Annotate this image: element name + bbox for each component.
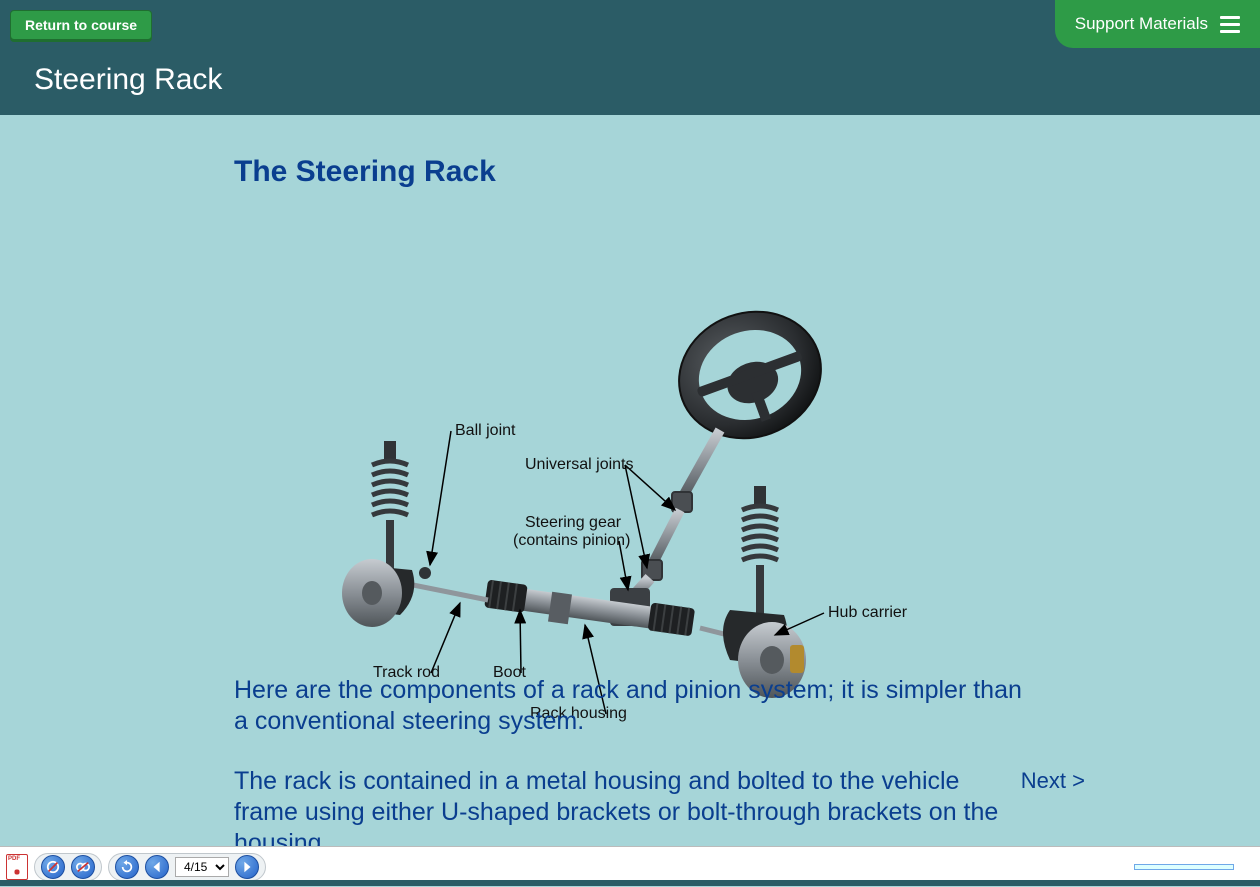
page-select[interactable]: 4/15 xyxy=(175,857,229,877)
thumbnail-view-button[interactable] xyxy=(71,855,95,879)
prev-page-button[interactable] xyxy=(145,855,169,879)
next-page-button[interactable] xyxy=(235,855,259,879)
outline-view-button[interactable] xyxy=(41,855,65,879)
return-to-course-button[interactable]: Return to course xyxy=(10,10,152,40)
diagram-label-hub-carrier: Hub carrier xyxy=(828,604,908,621)
view-controls-group xyxy=(34,853,102,881)
support-materials-label: Support Materials xyxy=(1075,14,1208,34)
hamburger-icon xyxy=(1220,16,1240,33)
next-button[interactable]: Next > xyxy=(1021,768,1085,794)
content-area: The Steering Rack xyxy=(0,115,1260,846)
steering-rack-diagram: Ball joint Universal joints Steering gear(… xyxy=(230,210,1030,740)
footer-strip xyxy=(0,880,1260,886)
pdf-icon[interactable] xyxy=(6,854,28,880)
diagram-label-steering-gear-2: (contains pinion) xyxy=(513,532,630,549)
page-title: Steering Rack xyxy=(34,63,222,97)
content-title: The Steering Rack xyxy=(234,155,496,189)
page-nav-group: 4/15 xyxy=(108,853,266,881)
paragraph-1: Here are the components of a rack and pi… xyxy=(234,675,1024,738)
replay-button[interactable] xyxy=(115,855,139,879)
diagram-label-universal-joints: Universal joints xyxy=(525,456,633,473)
diagram-label-steering-gear-1: Steering gear xyxy=(525,514,622,531)
course-header: Return to course Support Materials Steer… xyxy=(0,0,1260,115)
audio-progress-indicator[interactable] xyxy=(1134,864,1234,870)
diagram-label-ball-joint: Ball joint xyxy=(455,422,516,439)
support-materials-button[interactable]: Support Materials xyxy=(1055,0,1260,48)
